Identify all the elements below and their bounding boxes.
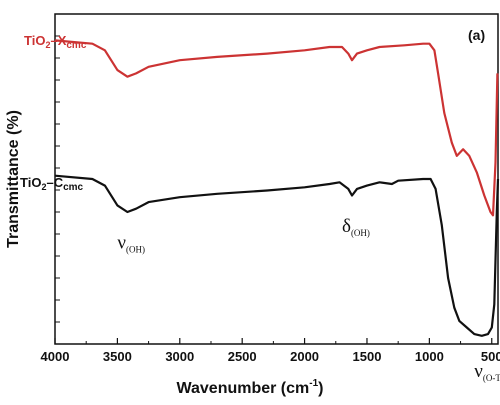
x-tick-label-3500: 3500 — [103, 349, 132, 364]
y-axis-ticks — [55, 35, 60, 323]
x-tick-label-4000: 4000 — [41, 349, 70, 364]
panel-label: (a) — [468, 27, 485, 43]
series-layer — [54, 39, 500, 337]
series-line-ccmc — [54, 174, 500, 337]
annotation-layer: ν(OH) δ(OH) ν(O-Ti-O) — [117, 216, 500, 383]
x-tick-label-2000: 2000 — [290, 349, 319, 364]
x-tick-label-500: 500 — [481, 349, 500, 364]
x-tick-label-1500: 1500 — [353, 349, 382, 364]
peak-annotation-3: ν(O-Ti-O) — [474, 361, 500, 383]
x-axis-ticks: 4000 3500 3000 2500 2000 1500 1000 500 — [41, 338, 500, 364]
peak-annotation-1: ν(OH) — [117, 232, 145, 254]
y-axis-title: Transmittance (%) — [5, 110, 22, 248]
x-tick-label-2500: 2500 — [228, 349, 257, 364]
series-label-ccmc: TiO2–Ccmc — [20, 175, 84, 193]
series-line-xcmc — [54, 39, 499, 217]
series-label-xcmc: TiO2–Xcmc — [24, 33, 87, 51]
x-tick-label-1000: 1000 — [415, 349, 444, 364]
peak-annotation-2: δ(OH) — [342, 216, 370, 238]
x-tick-label-3000: 3000 — [165, 349, 194, 364]
x-axis-title: Wavenumber (cm-1) — [176, 378, 323, 397]
